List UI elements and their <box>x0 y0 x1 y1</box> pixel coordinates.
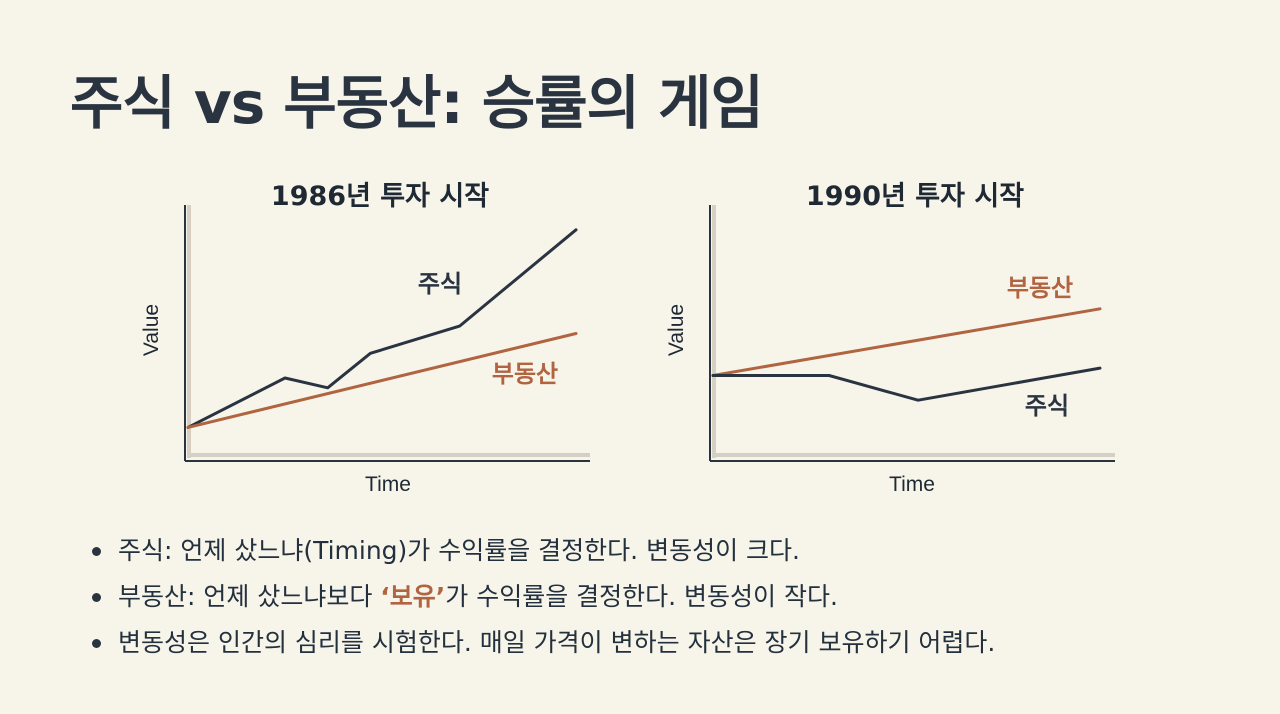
chart-1986-y-label: Value <box>140 304 163 356</box>
bullet-volatility: 변동성은 인간의 심리를 시험한다. 매일 가격이 변하는 자산은 장기 보유하… <box>90 620 995 666</box>
chart-1990-y-label: Value <box>665 304 688 356</box>
chart-1990-real-estate-line <box>711 307 1102 377</box>
holding-emphasis: ‘보유’ <box>380 582 446 611</box>
chart-1986-real-estate-label: 부동산 <box>492 360 558 388</box>
chart-1986-stock-line <box>186 228 578 429</box>
bullet-stock: 주식: 언제 샀느냐(Timing)가 수익률을 결정한다. 변동성이 크다. <box>90 528 995 574</box>
chart-1986-stock-label: 주식 <box>418 270 462 298</box>
bullet-real-estate: 부동산: 언제 샀느냐보다 ‘보유’가 수익률을 결정한다. 변동성이 작다. <box>90 574 995 620</box>
chart-1990-real-estate-label: 부동산 <box>1007 274 1073 302</box>
chart-1990-stock-line <box>711 366 1102 402</box>
chart-1986-real-estate-line <box>186 332 578 429</box>
chart-1990-x-label: Time <box>889 473 935 496</box>
chart-1990-stock-label: 주식 <box>1025 392 1069 420</box>
chart-1986-x-label: Time <box>365 473 411 496</box>
bullet-list: 주식: 언제 샀느냐(Timing)가 수익률을 결정한다. 변동성이 크다. … <box>90 528 995 666</box>
chart-1986-title: 1986년 투자 시작 <box>270 181 490 212</box>
page-title: 주식 vs 부동산: 승률의 게임 <box>70 69 764 137</box>
chart-1990-title: 1990년 투자 시작 <box>805 181 1025 212</box>
